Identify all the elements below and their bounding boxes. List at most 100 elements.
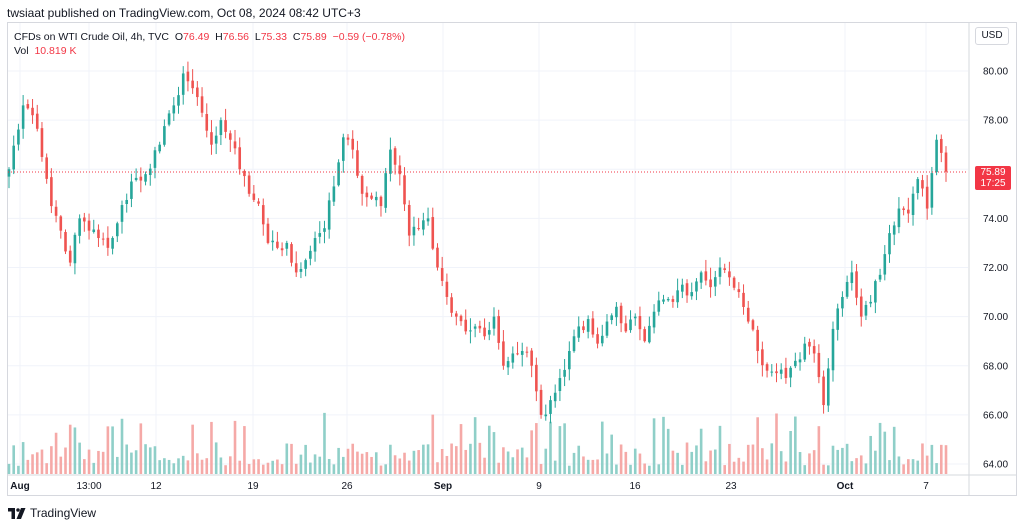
volume-bar bbox=[582, 456, 585, 474]
candle-body bbox=[233, 141, 237, 149]
y-tick-label: 72.00 bbox=[983, 263, 1008, 274]
candle-body bbox=[643, 329, 646, 342]
volume-bar bbox=[568, 465, 571, 474]
volume-bar bbox=[247, 463, 251, 474]
x-tick-label: 13:00 bbox=[76, 481, 101, 492]
volume-bar bbox=[826, 465, 830, 474]
volume-bar bbox=[591, 459, 595, 474]
volume-bar bbox=[436, 462, 439, 474]
candle-body bbox=[40, 128, 44, 157]
candle-body bbox=[558, 378, 562, 392]
candle-body bbox=[925, 186, 929, 209]
volume-layer bbox=[7, 412, 948, 474]
volume-bar bbox=[83, 459, 86, 474]
volume-bar bbox=[73, 427, 77, 474]
candle-body bbox=[888, 233, 891, 255]
candle-body bbox=[935, 139, 938, 173]
volume-bar bbox=[407, 460, 411, 474]
volume-bar bbox=[869, 435, 872, 474]
volume-bar bbox=[233, 420, 237, 474]
volume-bar bbox=[101, 451, 105, 474]
candle-body bbox=[812, 346, 816, 354]
volume-bar bbox=[850, 461, 854, 474]
volume-bar bbox=[299, 454, 303, 474]
footer-brand: TradingView bbox=[30, 506, 97, 520]
volume-bar bbox=[888, 460, 891, 474]
candle-body bbox=[153, 150, 157, 168]
volume-bar bbox=[87, 449, 91, 474]
candle-body bbox=[214, 135, 218, 144]
volume-bar bbox=[841, 447, 844, 474]
volume-bar bbox=[596, 459, 599, 474]
volume-bar bbox=[544, 448, 548, 474]
candle-body bbox=[737, 289, 741, 293]
candle-body bbox=[412, 226, 416, 236]
candle-body bbox=[699, 272, 703, 283]
volume-bar bbox=[831, 445, 835, 474]
volume-bar bbox=[558, 426, 562, 474]
volume-bar bbox=[106, 426, 110, 474]
candle-body bbox=[728, 271, 731, 278]
candle-body bbox=[629, 319, 632, 331]
candle-body bbox=[7, 169, 11, 177]
footer[interactable]: TradingView bbox=[8, 505, 96, 521]
volume-bar bbox=[393, 455, 397, 474]
volume-bar bbox=[285, 443, 289, 474]
currency-button[interactable]: USD bbox=[975, 27, 1009, 45]
candle-body bbox=[257, 201, 260, 204]
volume-bar bbox=[130, 452, 133, 474]
volume-bar bbox=[337, 447, 340, 474]
legend-open-label: O bbox=[174, 31, 184, 43]
candle-body bbox=[210, 132, 213, 145]
candle-body bbox=[163, 126, 166, 145]
candle-body bbox=[761, 349, 764, 366]
volume-bar bbox=[497, 462, 500, 474]
volume-bar bbox=[520, 447, 524, 474]
candle-body bbox=[756, 329, 759, 352]
candle-body bbox=[379, 196, 383, 207]
axis-layer: 64.0066.0068.0070.0072.0074.0076.0078.00… bbox=[8, 23, 1016, 495]
volume-bar bbox=[318, 456, 322, 474]
y-tick-label: 68.00 bbox=[983, 361, 1008, 372]
candle-body bbox=[878, 274, 882, 280]
volume-bar bbox=[356, 451, 359, 474]
candle-body bbox=[205, 114, 209, 131]
volume-bar bbox=[163, 458, 166, 474]
candle-body bbox=[695, 281, 698, 292]
volume-bar bbox=[911, 459, 915, 474]
volume-bar bbox=[761, 448, 764, 474]
volume-bar bbox=[615, 464, 618, 474]
candle-body bbox=[473, 326, 477, 329]
candle-body bbox=[243, 170, 246, 177]
candle-body bbox=[342, 137, 345, 161]
volume-bar bbox=[648, 465, 651, 474]
candle-body bbox=[120, 205, 124, 222]
volume-bar bbox=[822, 464, 825, 474]
volume-bar bbox=[243, 426, 246, 474]
volume-bar bbox=[695, 445, 698, 474]
last-price-tag: 75.89 17:25 bbox=[975, 166, 1011, 190]
volume-bar bbox=[794, 416, 797, 474]
volume-bar bbox=[332, 464, 336, 474]
legend-ohlc: CFDs on WTI Crude Oil, 4h, TVC O76.49 H7… bbox=[14, 30, 405, 44]
volume-bar bbox=[817, 426, 821, 474]
volume-bar bbox=[610, 434, 613, 474]
volume-bar bbox=[808, 453, 811, 474]
candle-body bbox=[26, 104, 30, 109]
candle-body bbox=[907, 209, 910, 214]
volume-bar bbox=[789, 430, 792, 474]
volume-bar bbox=[624, 451, 628, 474]
volume-bar bbox=[723, 465, 726, 474]
volume-bar bbox=[440, 449, 444, 474]
candle-body bbox=[398, 165, 402, 175]
volume-bar bbox=[652, 418, 656, 474]
volume-bar bbox=[746, 444, 750, 474]
candle-body bbox=[97, 229, 100, 239]
volume-bar bbox=[167, 459, 171, 474]
volume-bar bbox=[210, 421, 213, 474]
volume-bar bbox=[676, 452, 679, 474]
x-tick-label: 26 bbox=[341, 481, 353, 492]
volume-bar bbox=[426, 444, 430, 474]
candle-body bbox=[921, 180, 924, 189]
